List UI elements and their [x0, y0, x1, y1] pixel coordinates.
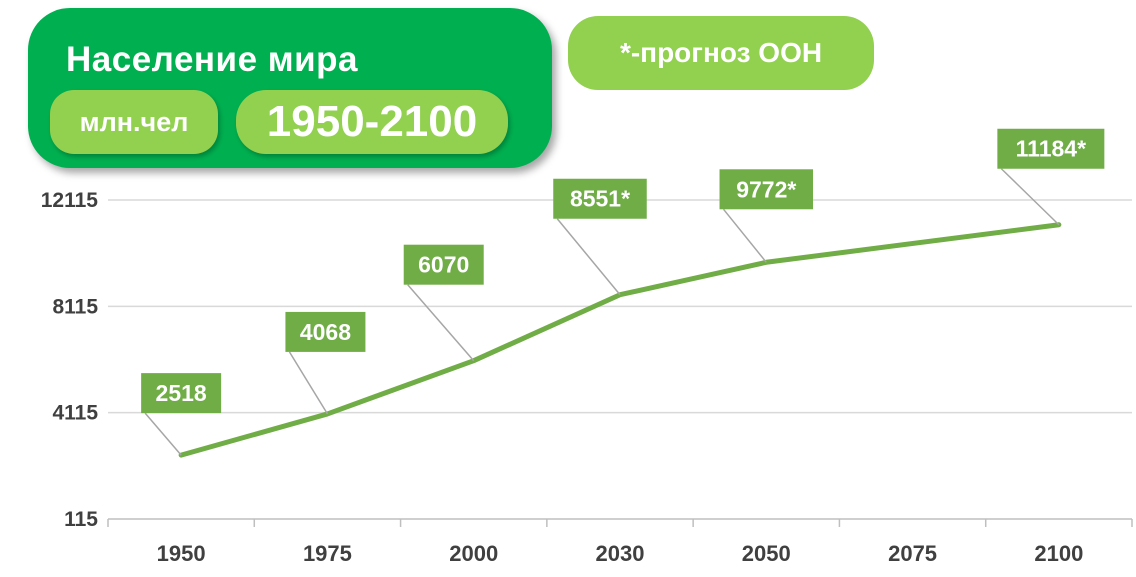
y-tick-label: 8115: [52, 295, 98, 318]
data-label-box: [285, 311, 366, 352]
x-tick-label: 2050: [742, 541, 791, 566]
leader-line: [556, 218, 621, 296]
x-tick-label: 1950: [157, 541, 206, 566]
x-tick-label: 1975: [303, 541, 352, 566]
data-label-box: [141, 373, 222, 414]
y-tick-label: 4115: [52, 402, 98, 425]
data-label-box: [719, 169, 814, 210]
leader-line: [288, 351, 329, 415]
chart-title: Население мира: [66, 40, 359, 79]
x-tick-label: 2000: [449, 541, 498, 566]
y-tick-label: 115: [64, 508, 98, 531]
leader-line: [407, 284, 475, 362]
year-range-pill: 1950-2100: [236, 90, 508, 154]
data-label-box: [553, 178, 647, 219]
leader-line: [722, 208, 767, 263]
data-label: 9772*: [736, 176, 796, 202]
data-label-box: [997, 128, 1105, 169]
data-label: 6070: [418, 252, 469, 278]
data-label: 11184*: [1016, 136, 1086, 162]
data-label: 2518: [156, 380, 207, 406]
data-label: 4068: [300, 319, 351, 345]
data-label-box: [403, 244, 484, 285]
x-tick-label: 2075: [888, 541, 937, 566]
leader-line: [1000, 168, 1060, 226]
x-tick-label: 2100: [1034, 541, 1083, 566]
y-tick-label: 12115: [41, 189, 99, 212]
series-line: [178, 222, 1062, 458]
leader-line: [144, 412, 182, 456]
units-pill: млн.чел: [50, 90, 218, 154]
x-tick-label: 2030: [596, 541, 645, 566]
forecast-note-pill: *-прогноз ООН: [568, 16, 874, 90]
data-label: 8551*: [570, 186, 630, 212]
